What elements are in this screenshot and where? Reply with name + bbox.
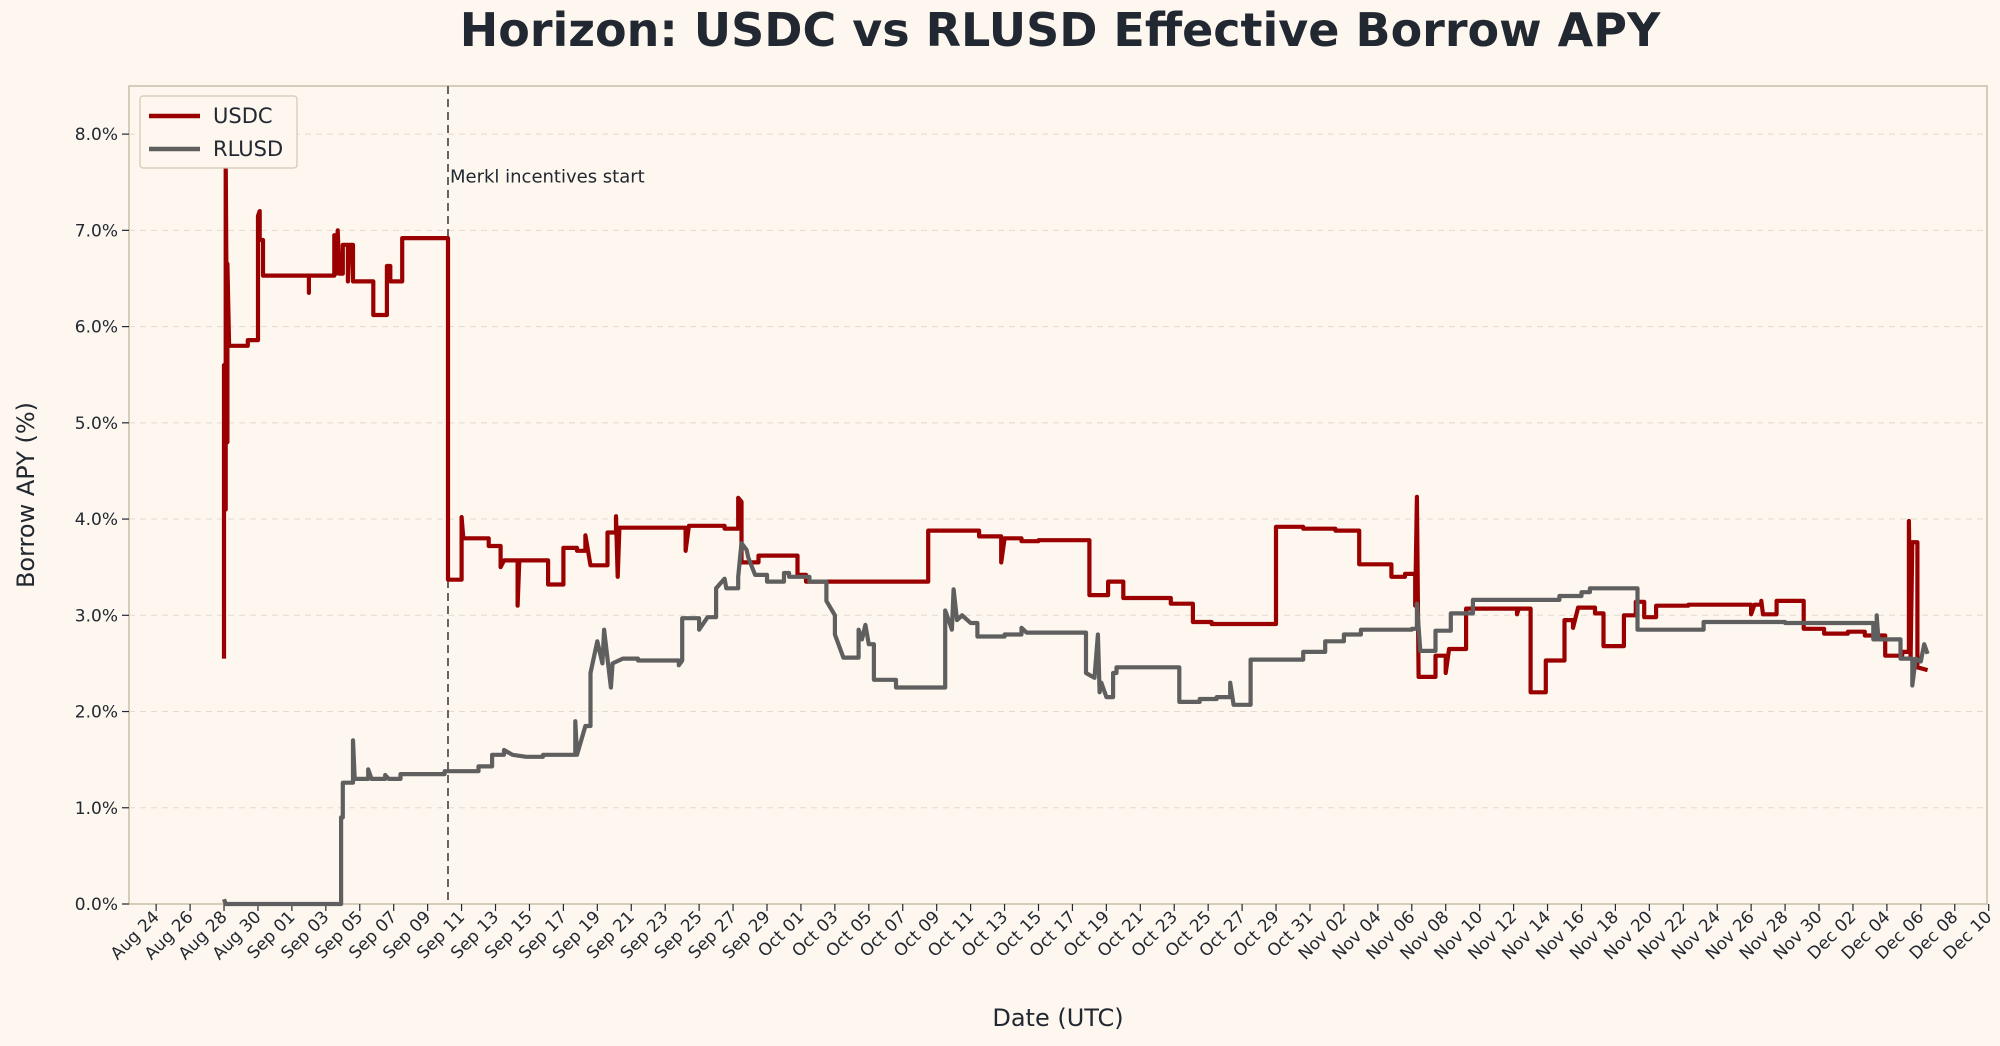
y-tick-label: 6.0%: [75, 318, 118, 338]
y-tick-label: 7.0%: [75, 221, 118, 241]
y-tick-label: 4.0%: [75, 510, 118, 530]
y-tick-label: 1.0%: [75, 799, 118, 819]
y-tick-label: 0.0%: [75, 895, 118, 915]
series-line-usdc: [221, 156, 1929, 695]
plot-area: [128, 85, 1988, 905]
series-layer: [221, 156, 1930, 907]
x-axis-label: Date (UTC): [992, 1004, 1123, 1032]
y-tick-label: 2.0%: [75, 703, 118, 723]
y-axis-label: Borrow APY (%): [12, 402, 40, 588]
annotation-text: Merkl incentives start: [450, 166, 645, 187]
y-axis: 0.0% 1.0% 2.0% 3.0% 4.0% 5.0% 6.0% 7.0% 8.0%: [75, 125, 129, 915]
y-tick-label: 3.0%: [75, 606, 118, 626]
chart-title: Horizon: USDC vs RLUSD Effective Borrow …: [460, 3, 1661, 57]
legend: USDC RLUSD: [139, 95, 298, 169]
y-tick-label: 8.0%: [75, 125, 118, 145]
series-line-rlusd: [222, 541, 1930, 907]
legend-label-rlusd: RLUSD: [213, 137, 283, 161]
grid-layer: [129, 133, 1987, 809]
y-tick-label: 5.0%: [75, 414, 118, 434]
legend-label-usdc: USDC: [213, 104, 273, 128]
